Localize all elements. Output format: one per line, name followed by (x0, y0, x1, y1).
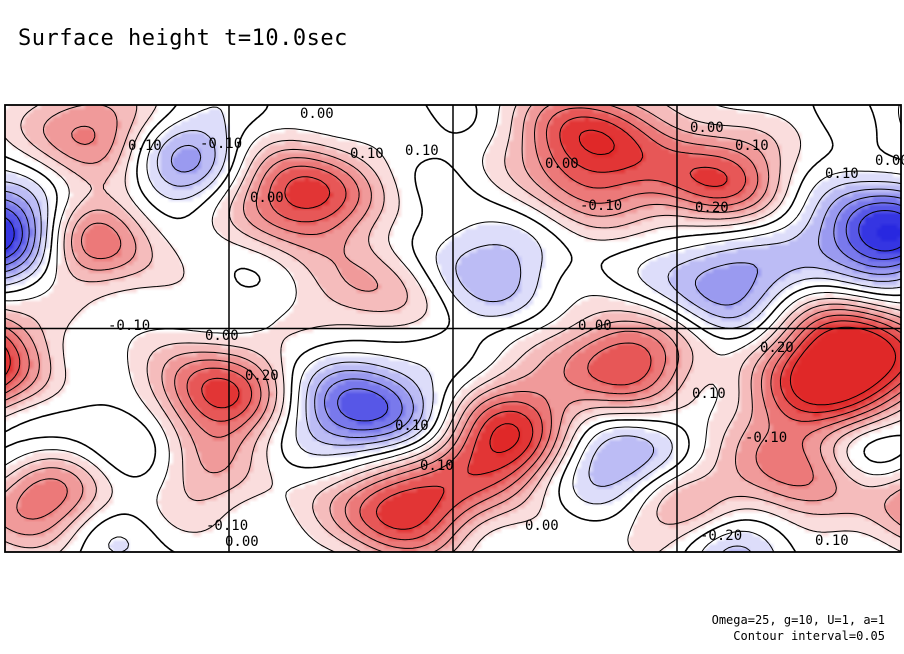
contour-line-neg0p15 (4, 144, 902, 438)
contour-label: 0.10 (405, 143, 439, 159)
contour-line-0p15 (4, 104, 902, 553)
contour-line-0p1 (4, 104, 902, 553)
contour-label: 0.00 (545, 156, 579, 172)
contour-label: 0.10 (815, 533, 849, 549)
contour-label: 0.10 (395, 418, 429, 434)
contour-line-neg0p25 (4, 202, 902, 422)
contour-line-neg0p2 (4, 195, 902, 431)
contour-line-0p2 (4, 104, 902, 549)
contour-line-0p25 (4, 107, 902, 541)
contour-line-0p35 (489, 129, 897, 453)
contour-label: 0.20 (245, 368, 279, 384)
contour-label: 0.10 (825, 166, 859, 182)
contour-label: -0.10 (206, 518, 248, 534)
plot-frame (4, 104, 902, 553)
contour-label: 0.00 (205, 328, 239, 344)
contour-label: 0.00 (525, 518, 559, 534)
contour-label: 0.00 (875, 153, 904, 169)
contour-label: -0.20 (700, 528, 742, 544)
contour-label: 0.10 (128, 138, 162, 154)
contour-line-neg0p05 (4, 106, 902, 553)
contour-line-0p3 (4, 116, 902, 530)
contour-interval-line: Contour interval=0.05 (733, 629, 885, 643)
contour-label: -0.10 (745, 430, 787, 446)
contour-label: 0.10 (420, 458, 454, 474)
contour-label: 0.10 (692, 386, 726, 402)
contour-line-neg0p3 (4, 210, 902, 252)
contour-label: 0.00 (250, 190, 284, 206)
contour-label: 0.00 (225, 534, 259, 550)
chart-title: Surface height t=10.0sec (18, 26, 348, 51)
contour-label: -0.10 (108, 318, 150, 334)
contour-label: -0.10 (200, 136, 242, 152)
contour-label: 0.00 (300, 106, 334, 122)
contour-label: 0.20 (760, 340, 794, 356)
contour-label: -0.10 (580, 198, 622, 214)
contour-line-0 (4, 104, 902, 553)
parameters-note: Omega=25, g=10, U=1, a=1 Contour interva… (712, 612, 885, 644)
contour-label: 0.00 (690, 120, 724, 136)
contour-line-neg0p1 (4, 130, 902, 553)
contour-label: 0.10 (735, 138, 769, 154)
parameters-line: Omega=25, g=10, U=1, a=1 (711, 613, 885, 627)
contour-label: 0.00 (578, 318, 612, 334)
contour-label: 0.10 (350, 146, 384, 162)
contour-label: 0.20 (695, 200, 729, 216)
